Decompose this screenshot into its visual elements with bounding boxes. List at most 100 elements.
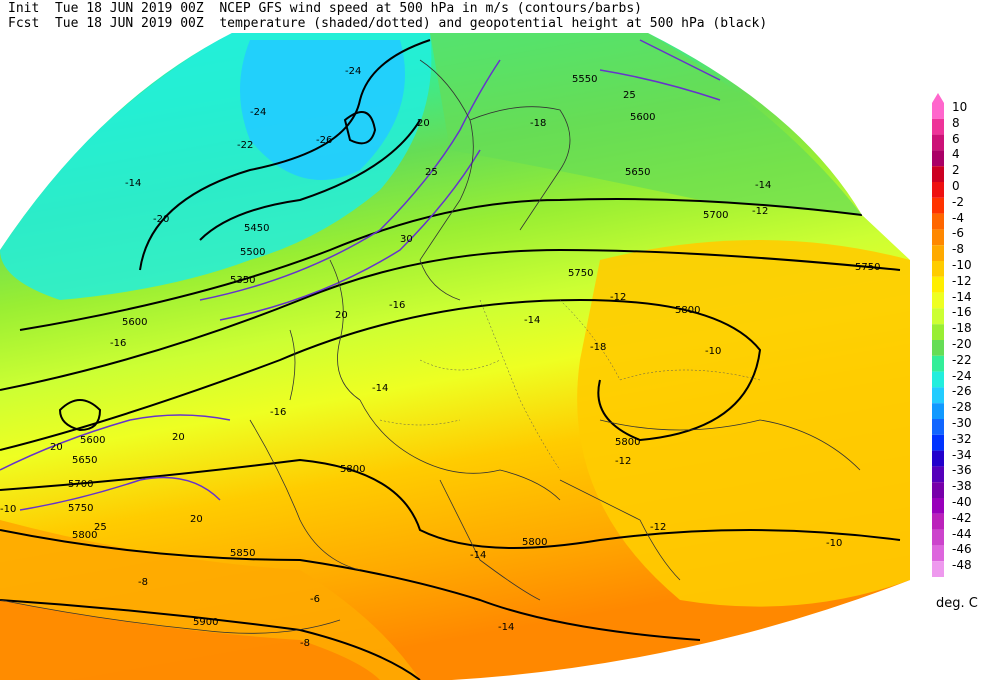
colorbar-label: -34 — [952, 447, 972, 462]
fcst-time: Tue 18 JUN 2019 00Z — [54, 16, 204, 31]
colorbar-swatch — [932, 450, 944, 467]
colorbar — [932, 93, 944, 577]
height-label: 5450 — [244, 223, 269, 234]
colorbar-label: -44 — [952, 526, 972, 541]
colorbar-label: 6 — [952, 131, 960, 146]
colorbar-swatch — [932, 197, 944, 214]
colorbar-swatch — [932, 466, 944, 483]
height-label: 5500 — [240, 247, 265, 258]
colorbar-label: -48 — [952, 558, 972, 573]
height-label: 5600 — [80, 435, 105, 446]
colorbar-label: -42 — [952, 510, 972, 525]
temp-label: -8 — [300, 638, 310, 649]
colorbar-swatch — [932, 529, 944, 546]
colorbar-label: -12 — [952, 273, 972, 288]
temp-label: -16 — [389, 300, 405, 311]
height-label: 5800 — [340, 464, 365, 475]
temp-label: -18 — [530, 118, 546, 129]
height-label: 5800 — [72, 530, 97, 541]
title-line-1: NCEP GFS wind speed at 500 hPa in m/s (c… — [219, 1, 642, 16]
colorbar-label: -20 — [952, 337, 972, 351]
colorbar-label: -22 — [952, 352, 972, 367]
colorbar-label: -38 — [952, 479, 972, 494]
temp-label: -20 — [153, 214, 169, 225]
temp-label: -12 — [615, 456, 631, 467]
colorbar-swatch — [932, 545, 944, 562]
temp-label: -22 — [237, 140, 253, 151]
temp-label: -16 — [270, 407, 286, 418]
temp-label: -18 — [590, 342, 606, 353]
country-borders — [379, 299, 761, 471]
colorbar-label: 0 — [952, 179, 960, 193]
colorbar-swatch — [932, 482, 944, 498]
colorbar-swatch — [932, 261, 944, 277]
height-label: 5650 — [625, 167, 650, 178]
wind-label: 20 — [50, 442, 63, 453]
temp-label: -14 — [524, 315, 540, 326]
temp-label: -14 — [470, 550, 486, 561]
height-label: 5750 — [568, 268, 593, 279]
colorbar-label: -10 — [952, 258, 972, 272]
temp-label: -12 — [610, 292, 626, 303]
temp-label: -6 — [310, 594, 320, 605]
wind-labels: 20 25 30 20 20 25 20 20 25 — [50, 90, 636, 533]
map-domain — [0, 33, 910, 680]
wind-label: 25 — [94, 522, 107, 533]
colorbar-label: -8 — [952, 242, 964, 257]
colorbar-swatch — [932, 229, 944, 246]
colorbar-swatch — [932, 182, 944, 198]
colorbar-swatch — [932, 355, 944, 372]
warm-core-southwest — [0, 600, 380, 680]
temp-label: -10 — [705, 346, 721, 357]
height-label: 5600 — [630, 112, 655, 123]
temp-label: -16 — [110, 338, 126, 349]
colorbar-label: -14 — [952, 289, 972, 304]
temp-label: -24 — [250, 107, 266, 118]
wind-label: 30 — [400, 234, 413, 245]
colorbar-unit: deg. C — [936, 596, 978, 611]
colorbar-swatch — [932, 403, 944, 419]
height-label: 5550 — [572, 74, 597, 85]
wind-label: 20 — [335, 310, 348, 321]
header-line-fcst: Fcst Tue 18 JUN 2019 00Z temperature (sh… — [8, 17, 767, 31]
temp-label: -14 — [498, 622, 514, 633]
green-belt — [430, 33, 862, 215]
temp-label: -10 — [0, 504, 16, 515]
colorbar-swatch — [932, 561, 944, 577]
colorbar-swatch — [932, 213, 944, 230]
colorbar-label: -30 — [952, 416, 972, 430]
wind-label: 25 — [425, 167, 438, 178]
colorbar-swatch — [932, 150, 944, 167]
wind-label: 25 — [623, 90, 636, 101]
colorbar-label: -28 — [952, 400, 972, 415]
title-line-2: temperature (shaded/dotted) and geopoten… — [219, 16, 768, 31]
wind-contours — [0, 39, 721, 511]
colorbar-label: -36 — [952, 463, 972, 478]
wind-label: 20 — [417, 118, 430, 129]
init-label: Init — [8, 1, 40, 16]
height-label: 5700 — [68, 479, 93, 490]
colorbar-swatch — [932, 166, 944, 182]
init-time: Tue 18 JUN 2019 00Z — [54, 1, 204, 16]
colorbar-label: -18 — [952, 321, 972, 336]
colorbar-label: -2 — [952, 194, 964, 209]
colorbar-swatch — [932, 419, 944, 435]
temp-label: -24 — [345, 66, 361, 77]
colorbar-swatch — [932, 513, 944, 530]
temp-label: -12 — [752, 206, 768, 217]
colorbar-swatch — [932, 387, 944, 404]
colorbar-label: -46 — [952, 542, 972, 557]
wind-label: 20 — [172, 432, 185, 443]
colorbar-swatch — [932, 292, 944, 309]
temp-label: -14 — [125, 178, 141, 189]
height-labels: 5550 5600 5650 5700 5750 5800 5450 5500 … — [68, 74, 880, 628]
height-label: 5650 — [72, 455, 97, 466]
temp-label: -14 — [372, 383, 388, 394]
temp-label: -14 — [755, 180, 771, 191]
temp-label: -26 — [316, 135, 332, 146]
temp-label: -10 — [826, 538, 842, 549]
colorbar-label: 2 — [952, 163, 960, 178]
colorbar-label: -4 — [952, 210, 964, 225]
height-label: 5800 — [615, 437, 640, 448]
colorbar-swatch — [932, 498, 944, 514]
